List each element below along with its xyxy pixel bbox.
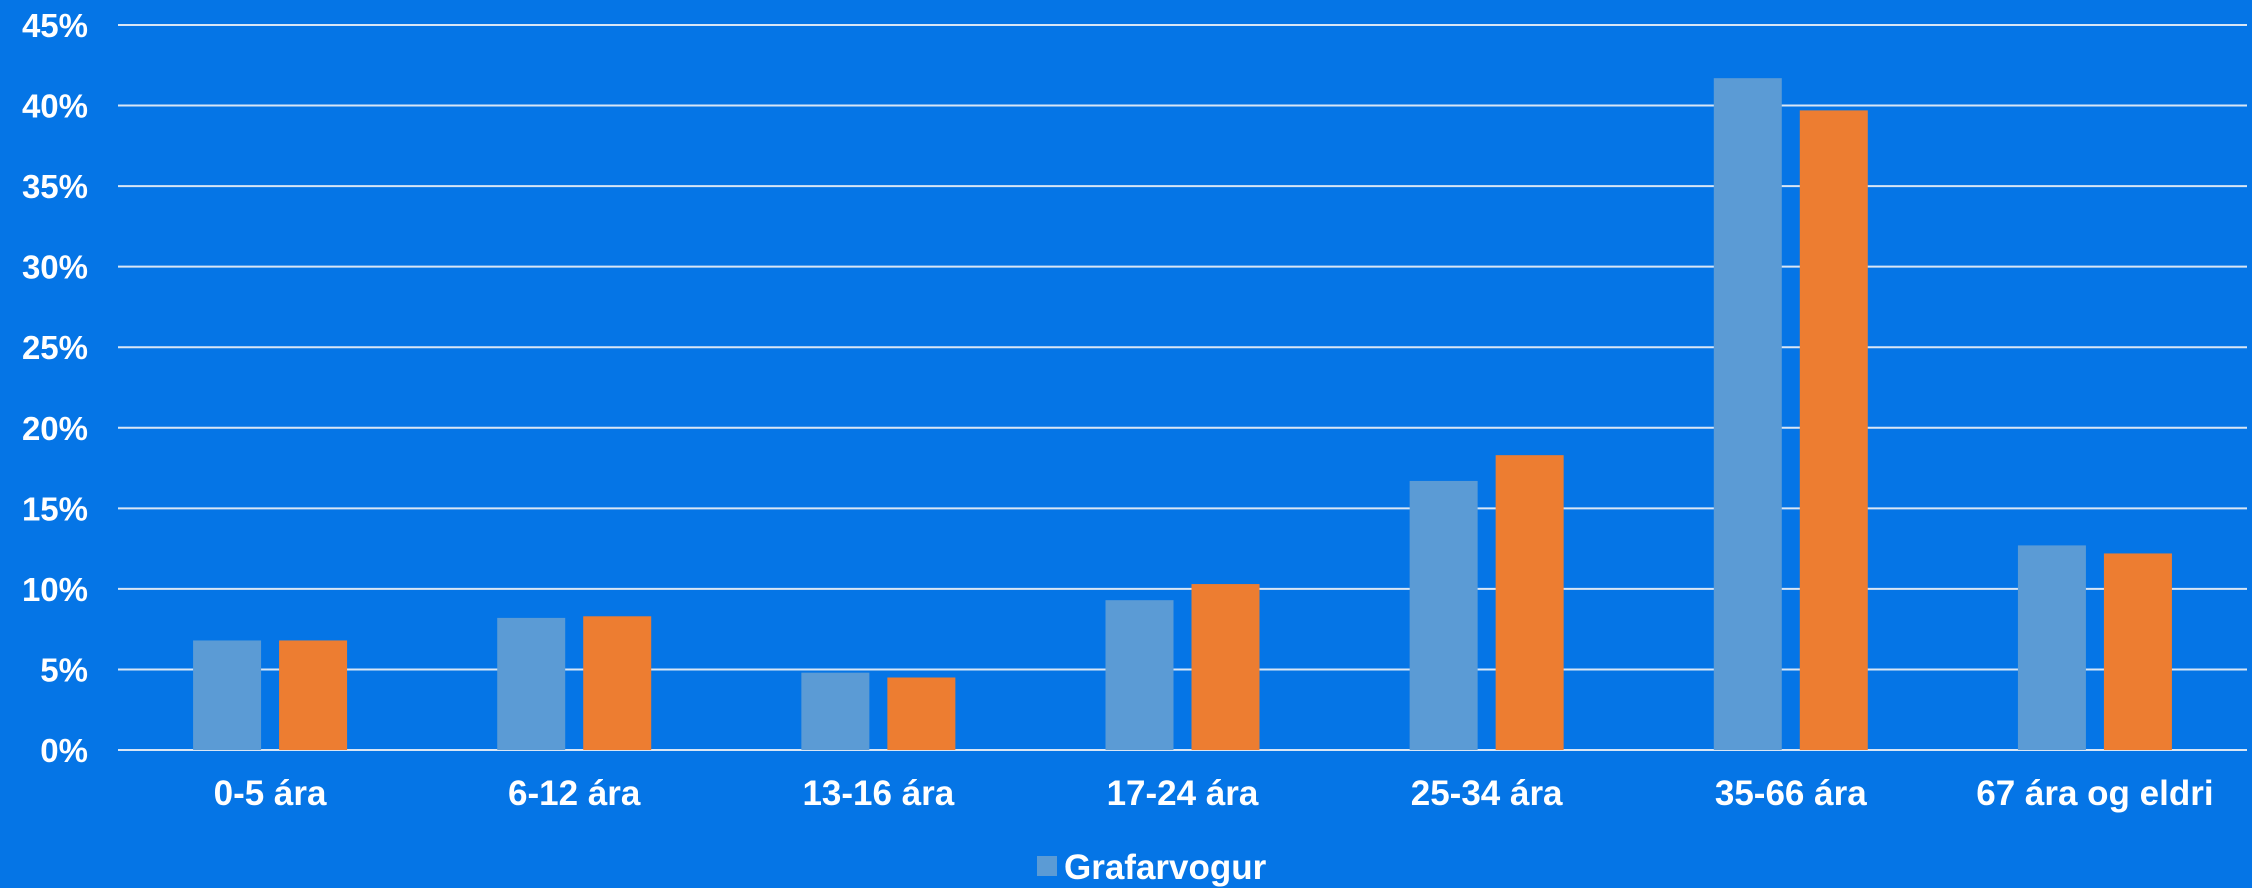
legend-label: Grafarvogur [1064, 848, 1267, 887]
legend: Grafarvogur [1037, 848, 1267, 887]
bar-series-1 [193, 640, 262, 750]
x-category-label: 35-66 ára [1715, 774, 1867, 813]
y-tick-label: 35% [22, 168, 88, 205]
grid-lines [118, 24, 2247, 751]
x-category-label: 6-12 ára [508, 774, 641, 813]
bar-series-1 [801, 672, 870, 750]
bar-series-2 [1191, 584, 1260, 750]
y-tick-label: 20% [22, 410, 88, 447]
bar-series-2 [1495, 455, 1564, 750]
y-tick-label: 10% [22, 571, 88, 608]
bar-series-2 [2103, 553, 2172, 750]
x-category-label: 17-24 ára [1107, 774, 1259, 813]
y-tick-label: 30% [22, 249, 88, 286]
bar-series-1 [1409, 480, 1478, 750]
bars [193, 78, 2172, 750]
y-tick-label: 15% [22, 490, 88, 527]
bar-series-2 [279, 640, 348, 750]
y-tick-label: 40% [22, 88, 88, 125]
bar-series-1 [497, 617, 566, 750]
x-category-label: 67 ára og eldri [1976, 774, 2213, 813]
y-tick-label: 25% [22, 329, 88, 366]
legend-swatch [1037, 856, 1057, 876]
bar-series-1 [1105, 600, 1174, 750]
y-tick-label: 0% [40, 732, 88, 769]
x-axis-categories: 0-5 ára 6-12 ára 13-16 ára 17-24 ára 25-34 á… [214, 774, 2214, 813]
x-category-label: 13-16 ára [802, 774, 954, 813]
y-axis-ticks: 0% 5% 10% 15% 20% 25% 30% 35% 40% 45% [22, 7, 88, 769]
bar-series-2 [1799, 110, 1868, 750]
bar-series-2 [583, 616, 652, 750]
x-category-label: 25-34 ára [1411, 774, 1563, 813]
y-tick-label: 5% [40, 651, 88, 688]
bar-series-2 [887, 677, 956, 750]
bar-series-1 [1713, 78, 1782, 750]
bar-series-1 [2017, 545, 2086, 750]
x-category-label: 0-5 ára [214, 774, 327, 813]
y-tick-label: 45% [22, 7, 88, 44]
